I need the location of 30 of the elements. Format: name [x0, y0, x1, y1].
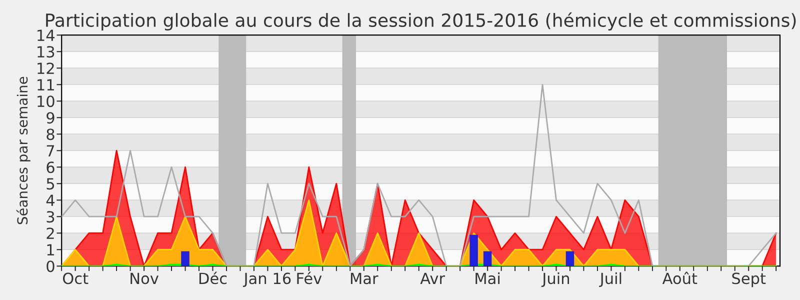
x-tick-label: Mai: [476, 272, 500, 284]
y-tick-label: 14: [38, 30, 54, 41]
line-series: [62, 84, 777, 266]
x-tick-label: Avr: [420, 272, 446, 284]
y-tick-label: 12: [38, 62, 54, 74]
y-tick-label: 11: [38, 79, 54, 90]
x-tick-label: Nov: [130, 272, 158, 284]
chart-title: Participation globale au cours de la session 2015-2016 (hémicycle et commissions): [46, 12, 796, 31]
y-tick-label: 6: [46, 162, 54, 174]
y-tick-label: 3: [46, 211, 54, 223]
y-tick-label: 7: [46, 145, 54, 156]
y-axis-title: Séances par semaine: [16, 76, 30, 224]
x-tick-label: Mar: [350, 272, 378, 284]
y-tick-label: 13: [38, 46, 54, 58]
y-tick-label: 2: [46, 228, 54, 239]
y-tick-label: 5: [46, 178, 54, 190]
x-tick-label: Fév: [297, 272, 322, 284]
x-tick-label: Juil: [599, 272, 622, 288]
y-tick-label: 9: [46, 112, 54, 124]
y-tick-label: 1: [47, 244, 54, 256]
y-tick-label: 10: [38, 96, 54, 108]
x-tick-label: Sept: [732, 272, 766, 288]
x-tick-label: Déc: [199, 272, 227, 284]
y-tick-label: 8: [46, 128, 54, 140]
x-tick-label: Oct: [62, 272, 88, 284]
y-tick-label: 0: [46, 260, 54, 272]
x-tick-label: Juin: [541, 272, 569, 288]
y-tick-label: 4: [46, 194, 54, 206]
x-tick-label: Jan 16: [242, 272, 291, 288]
x-tick-label: Août: [662, 272, 698, 284]
